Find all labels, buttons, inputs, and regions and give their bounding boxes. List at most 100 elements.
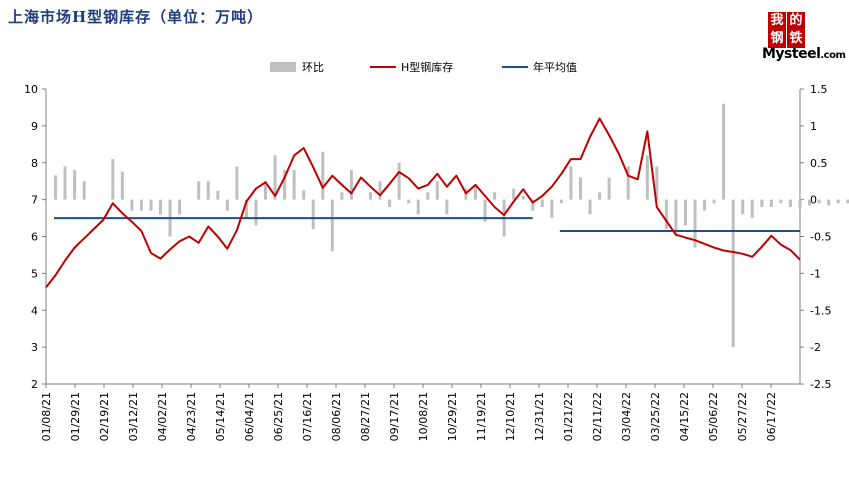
inventory-line <box>45 117 801 289</box>
x-tick-label: 11/19/21 <box>475 392 488 441</box>
left-tick-label: 7 <box>31 194 38 207</box>
bar <box>388 199 392 207</box>
bar <box>788 199 792 207</box>
bar <box>426 192 430 200</box>
bar <box>731 199 735 348</box>
bar <box>846 199 849 204</box>
x-tick-label: 04/02/21 <box>156 392 169 441</box>
bar <box>493 192 497 200</box>
bar <box>693 199 697 248</box>
x-tick-label: 01/21/22 <box>562 392 575 441</box>
bar <box>111 159 115 200</box>
x-tick-label: 03/25/22 <box>649 392 662 441</box>
bar <box>225 199 229 211</box>
mysteel-logo: 我 的 钢 铁 Mysteel.com <box>762 12 846 66</box>
right-tick-label: -2.5 <box>810 378 831 391</box>
bar <box>283 170 287 200</box>
x-tick-label: 05/27/22 <box>736 392 749 441</box>
x-tick-label: 04/23/21 <box>185 392 198 441</box>
bar <box>407 199 411 204</box>
bar <box>216 190 220 200</box>
bar <box>607 177 611 200</box>
bar-series <box>54 103 849 348</box>
x-tick-label: 08/27/21 <box>359 392 372 441</box>
line-series <box>45 117 801 289</box>
bar <box>369 192 373 200</box>
chart-legend: 环比 H型钢库存 年平均值 <box>270 60 577 74</box>
bar <box>197 181 201 200</box>
bar <box>264 181 268 200</box>
bar <box>779 199 783 204</box>
legend-swatch-bar <box>270 62 296 72</box>
bar <box>521 195 525 200</box>
bar <box>827 199 831 206</box>
x-tick-label: 01/29/21 <box>69 392 82 441</box>
right-tick-label: 1 <box>810 120 817 133</box>
bar <box>598 192 602 200</box>
bar <box>712 199 716 204</box>
bar <box>674 199 678 237</box>
bar <box>626 166 630 200</box>
left-tick-label: 6 <box>31 231 38 244</box>
logo-wordmark: Mysteel.com <box>762 46 846 62</box>
bar <box>683 199 687 226</box>
logo-glyph: 铁 <box>787 30 805 48</box>
chart-title: 上海市场H型钢库存（单位：万吨） <box>8 8 264 26</box>
x-tick-label: 06/25/21 <box>272 392 285 441</box>
bar <box>808 199 812 206</box>
x-tick-label: 12/10/21 <box>504 392 517 441</box>
x-tick-label: 04/15/22 <box>678 392 691 441</box>
bar <box>273 155 277 200</box>
right-tick-label: -1 <box>810 267 821 280</box>
bar <box>321 151 325 200</box>
legend-label-avg: 年平均值 <box>533 60 577 74</box>
right-tick-label: -0.5 <box>810 231 831 244</box>
bar <box>149 199 153 211</box>
bar <box>120 171 124 200</box>
bar <box>416 199 420 215</box>
logo-glyph: 钢 <box>768 30 786 48</box>
bar <box>130 199 134 211</box>
bar <box>54 175 58 200</box>
bar <box>378 181 382 200</box>
bar <box>578 177 582 200</box>
bar <box>550 199 554 219</box>
x-tick-label: 05/14/21 <box>214 392 227 441</box>
bar <box>750 199 754 219</box>
x-tick-label: 10/08/21 <box>417 392 430 441</box>
left-tick-label: 9 <box>31 120 38 133</box>
x-tick-label: 03/12/21 <box>127 392 140 441</box>
bar <box>445 199 449 215</box>
bar <box>340 192 344 200</box>
bar <box>311 199 315 230</box>
x-tick-label: 08/06/21 <box>330 392 343 441</box>
bar <box>292 170 296 200</box>
x-tick-label: 09/17/21 <box>388 392 401 441</box>
bar <box>559 199 563 204</box>
x-tick-label: 07/16/21 <box>301 392 314 441</box>
bar <box>254 199 258 226</box>
bar <box>349 170 353 200</box>
right-tick-label: 0.5 <box>810 157 828 170</box>
bar <box>435 181 439 200</box>
right-tick-label: -1.5 <box>810 304 831 317</box>
bar <box>244 199 248 219</box>
x-tick-label: 10/29/21 <box>446 392 459 441</box>
bar <box>760 199 764 207</box>
chart-axes: 10 9 8 7 6 5 4 3 2 1.5 1 0.5 0 -0.5 -1 -1.5 -2 -2.5 01/08/… <box>24 83 831 441</box>
left-tick-label: 5 <box>31 267 38 280</box>
x-tick-label: 02/11/22 <box>591 392 604 441</box>
x-tick-label: 02/19/21 <box>98 392 111 441</box>
x-tick-label: 05/06/22 <box>707 392 720 441</box>
right-tick-label: -2 <box>810 341 821 354</box>
legend-label-line: H型钢库存 <box>401 60 453 74</box>
bar <box>703 199 707 211</box>
bar <box>798 199 802 209</box>
bar <box>63 166 67 200</box>
bar <box>139 199 143 211</box>
bar <box>588 199 592 215</box>
bar <box>741 199 745 215</box>
bar <box>73 170 77 200</box>
right-tick-label: 1.5 <box>810 83 828 96</box>
bar <box>769 199 773 207</box>
